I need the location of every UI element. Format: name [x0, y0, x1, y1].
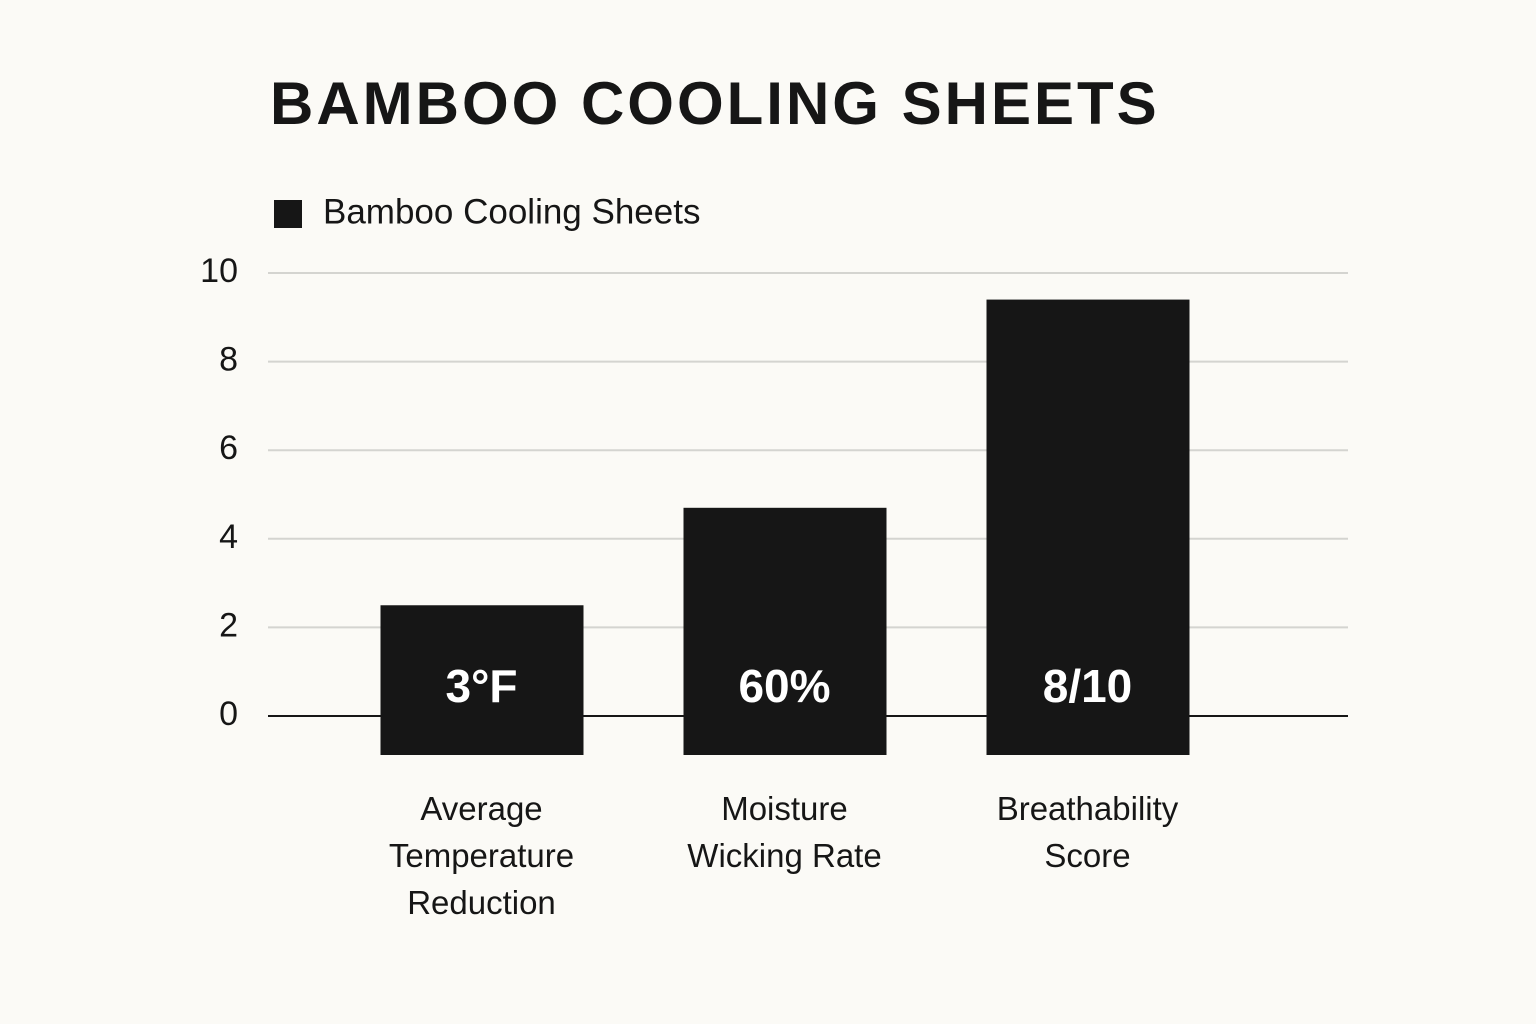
x-tick-label: Average Temperature Reduction: [388, 790, 575, 921]
x-tick-label: Breathability Score: [996, 790, 1179, 874]
chart-title: BAMBOO COOLING SHEETS: [270, 70, 1160, 137]
y-tick-label: 8: [219, 341, 238, 379]
value-annotation: 8/10: [1043, 660, 1133, 712]
bar: [380, 605, 584, 755]
value-annotation: 60%: [738, 660, 830, 712]
bar: [986, 299, 1190, 755]
y-tick-label: 2: [219, 606, 238, 644]
y-tick-label: 6: [219, 429, 238, 467]
value-annotation: 3°F: [445, 660, 517, 712]
legend-label: Bamboo Cooling Sheets: [323, 192, 700, 231]
y-tick-label: 0: [219, 695, 238, 733]
x-tick-label: Moisture Wicking Rate: [687, 790, 882, 874]
y-tick-label: 4: [219, 518, 238, 556]
legend-swatch: [274, 200, 302, 228]
bar: [683, 507, 887, 755]
y-tick-label: 10: [200, 252, 238, 290]
